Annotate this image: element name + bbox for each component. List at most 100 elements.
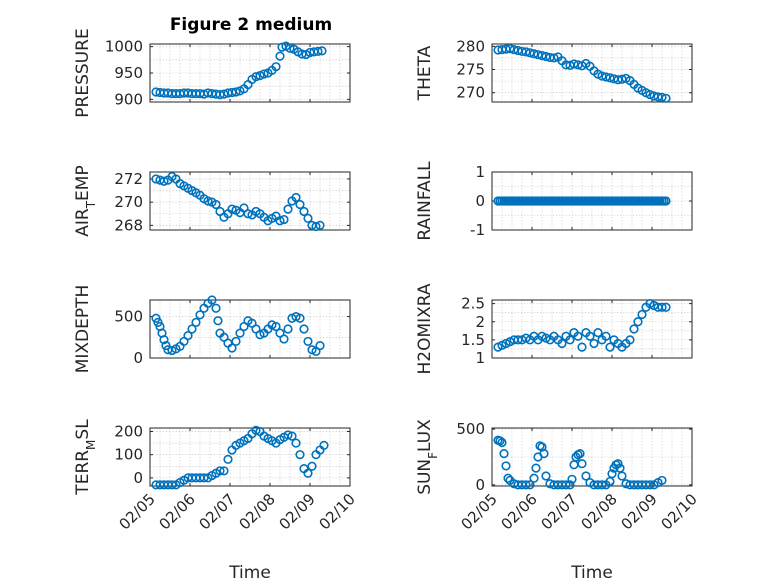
- data-point: [573, 331, 583, 341]
- y-tick-label: 900: [114, 90, 143, 108]
- data-point: [539, 449, 549, 459]
- data-point: [593, 328, 603, 338]
- data-point: [313, 46, 323, 56]
- data-point: [211, 199, 221, 210]
- y-axis-label: H2OMIXRA: [415, 283, 435, 374]
- y-axis-label: RAINFALL: [415, 161, 435, 241]
- data-point: [271, 62, 281, 72]
- data-point: [285, 43, 295, 53]
- subplot-pressure: 900 950 1000 PRESSURE: [73, 28, 351, 118]
- data-point: [317, 46, 327, 56]
- data-point: [275, 216, 285, 226]
- data-point: [299, 324, 309, 334]
- data-point: [283, 430, 293, 440]
- x-tick-label: 02/09: [276, 490, 319, 533]
- data-point: [629, 324, 639, 334]
- data-point: [567, 474, 577, 484]
- data-point: [607, 469, 617, 479]
- data-point: [521, 480, 531, 490]
- data-point: [605, 342, 615, 352]
- data-point: [637, 309, 647, 320]
- subplot-air-temp: 268 270 272 AIRTEMP: [73, 165, 351, 237]
- data-series-theta: [493, 44, 671, 103]
- data-point: [307, 461, 317, 471]
- data-point: [657, 302, 667, 312]
- data-point: [549, 53, 559, 63]
- axes-frame: [149, 171, 351, 231]
- y-axis-label: PRESSURE: [73, 28, 93, 117]
- data-point: [151, 174, 161, 184]
- data-point: [625, 335, 635, 345]
- data-point: [501, 461, 511, 471]
- data-point: [575, 449, 585, 459]
- data-point: [191, 317, 201, 327]
- data-point: [565, 335, 575, 345]
- data-point: [645, 480, 655, 490]
- data-series-air-temp: [151, 172, 325, 232]
- data-point: [303, 336, 313, 347]
- data-series-rainfall: [493, 196, 671, 206]
- y-tick-label: 268: [114, 216, 143, 234]
- x-tick-label: 02/07: [196, 490, 239, 533]
- x-tick-label: 02/09: [618, 490, 661, 533]
- data-point: [283, 324, 293, 334]
- data-point: [299, 206, 309, 217]
- data-point: [633, 317, 643, 327]
- data-point: [211, 303, 221, 313]
- data-point: [215, 466, 225, 476]
- data-point: [601, 331, 611, 341]
- data-series-pressure: [151, 41, 327, 100]
- data-point: [279, 334, 289, 344]
- data-point: [657, 475, 667, 486]
- data-point: [303, 213, 313, 223]
- data-point: [661, 302, 671, 312]
- data-point: [529, 473, 539, 483]
- data-point: [271, 321, 281, 332]
- data-point: [597, 480, 607, 490]
- y-axis-label: THETA: [415, 45, 435, 101]
- y-tick-label: 1: [475, 349, 485, 367]
- y-tick-label: 100: [114, 446, 143, 464]
- data-point: [497, 437, 507, 448]
- data-series-terr-msl: [151, 425, 329, 490]
- data-point: [557, 338, 567, 349]
- y-axis-label: SUNFLUX: [415, 419, 440, 495]
- data-series-h2omixra: [493, 299, 671, 352]
- data-point: [503, 473, 513, 483]
- y-tick-label: 1: [475, 163, 485, 181]
- data-point: [315, 340, 325, 351]
- data-point: [661, 93, 671, 103]
- data-point: [183, 331, 193, 341]
- data-point: [231, 336, 241, 347]
- data-point: [295, 313, 305, 323]
- y-tick-label: 0: [475, 192, 485, 210]
- y-tick-label: 500: [456, 420, 485, 438]
- y-tick-label: 950: [114, 64, 143, 82]
- data-point: [499, 449, 509, 459]
- data-point: [531, 463, 541, 473]
- y-tick-label: -1: [470, 221, 485, 239]
- y-tick-label: 272: [114, 170, 143, 188]
- data-point: [577, 459, 587, 469]
- data-series-sun-flux: [493, 435, 667, 490]
- subplot-h2omixra: 11.522.5 H2OMIXRA: [415, 283, 693, 375]
- data-point: [291, 192, 301, 203]
- y-tick-label: 1000: [105, 38, 143, 56]
- data-point: [207, 295, 217, 305]
- data-point: [279, 214, 289, 225]
- y-tick-label: 500: [114, 308, 143, 326]
- data-point: [251, 425, 261, 435]
- x-tick-label: 02/05: [458, 490, 501, 533]
- subplot-rainfall: -1 0 1 RAINFALL: [415, 161, 693, 241]
- data-point: [195, 310, 205, 320]
- data-point: [295, 450, 305, 460]
- y-tick-label: 280: [456, 37, 485, 55]
- data-point: [235, 328, 245, 338]
- data-point: [645, 89, 655, 100]
- axes-frame: [491, 299, 693, 359]
- y-tick-label: 200: [114, 422, 143, 440]
- subplot-mixdepth: 0 500 MIXDEPTH: [73, 285, 351, 373]
- data-point: [295, 199, 305, 210]
- data-point: [243, 209, 253, 219]
